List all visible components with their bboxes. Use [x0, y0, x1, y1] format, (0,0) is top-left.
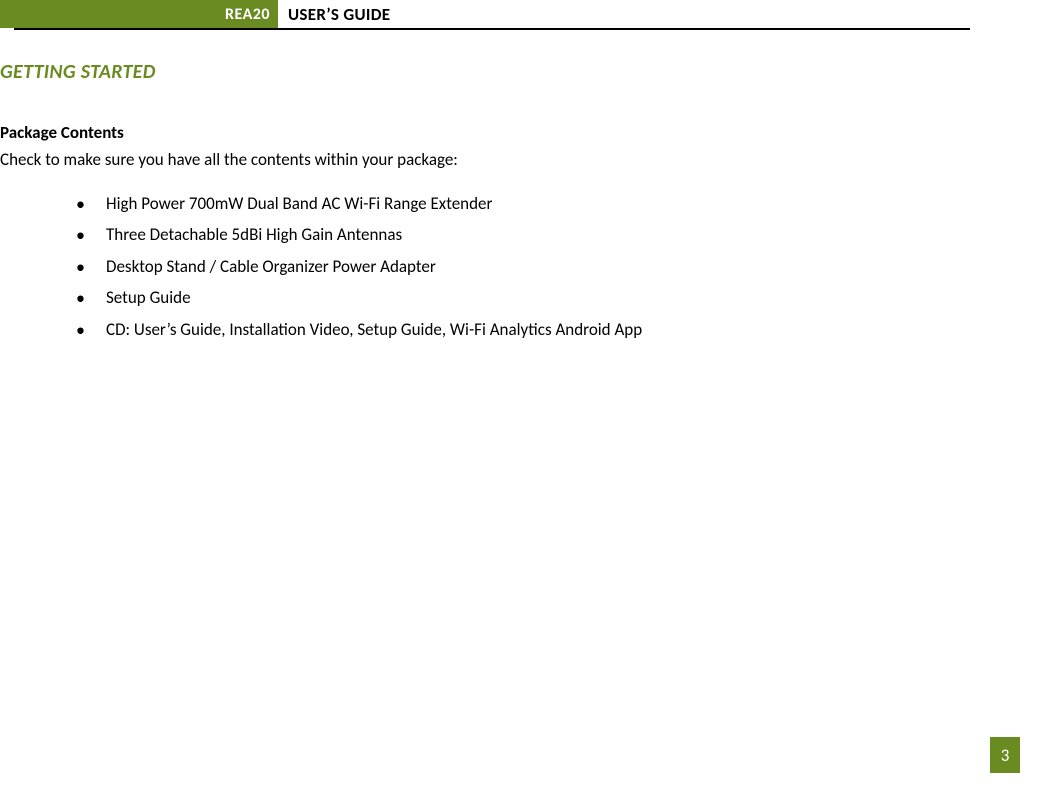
list-item: Desktop Stand / Cable Organizer Power Ad…	[64, 251, 970, 282]
content-area: GETTING STARTED Package Contents Check t…	[0, 30, 1042, 345]
list-item: Three Detachable 5dBi High Gain Antennas	[64, 219, 970, 250]
list-item: CD: User’s Guide, Installation Video, Se…	[64, 314, 970, 345]
page-number: 3	[990, 737, 1020, 773]
header-title: USER’S GUIDE	[278, 0, 1042, 28]
list-item: High Power 700mW Dual Band AC Wi-Fi Rang…	[64, 188, 970, 219]
header-bar: REA20 USER’S GUIDE	[0, 0, 1042, 28]
package-intro: Check to make sure you have all the cont…	[0, 149, 970, 170]
package-list: High Power 700mW Dual Band AC Wi-Fi Rang…	[64, 188, 970, 345]
header-product-code: REA20	[0, 0, 278, 28]
package-subheading: Package Contents	[0, 122, 970, 143]
section-heading: GETTING STARTED	[0, 60, 970, 84]
list-item: Setup Guide	[64, 282, 970, 313]
